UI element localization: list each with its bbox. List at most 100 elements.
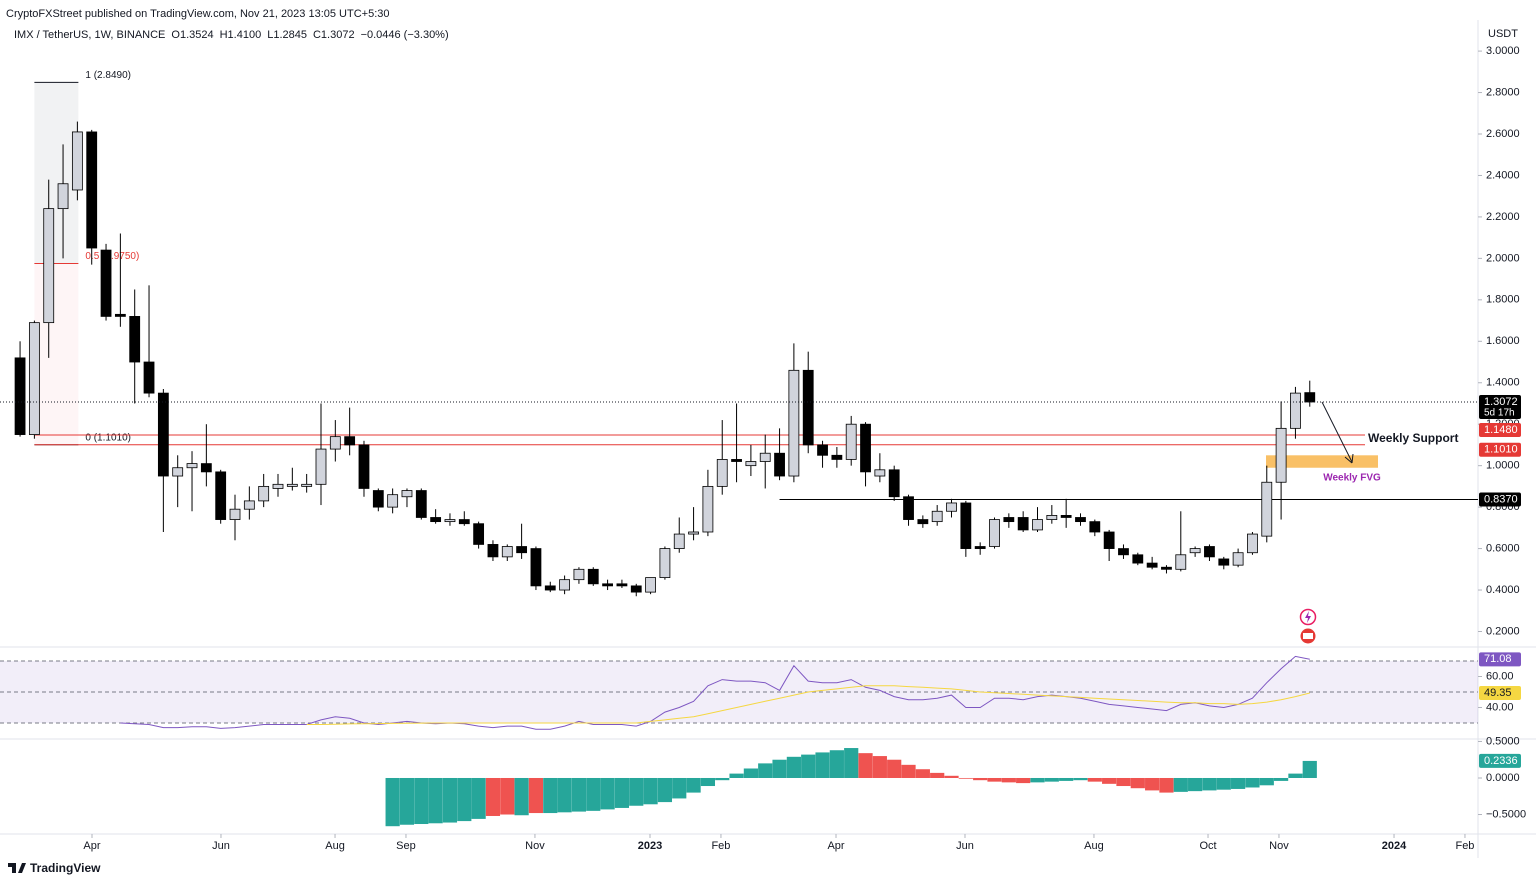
logo: TradingView (8, 861, 101, 875)
candle-body (888, 469, 900, 498)
low-value: L1.2845 (267, 29, 307, 41)
candle-body (129, 316, 141, 363)
histogram-bar (500, 777, 515, 815)
fib-label: 1 (2.8490) (85, 70, 131, 81)
histogram-bar (1259, 777, 1274, 786)
candle-body (1261, 481, 1273, 537)
histogram-bar (1159, 777, 1174, 793)
logo-text: TradingView (30, 861, 101, 875)
price-tag-label: 0.2336 (1484, 755, 1518, 767)
histogram-bar (801, 754, 816, 778)
histogram-bar (672, 777, 687, 799)
candle-body (315, 448, 327, 485)
fib-zone (34, 263, 79, 445)
publisher-line: CryptoFXStreet published on TradingView.… (6, 8, 390, 20)
candle-body (1103, 531, 1115, 549)
price-tag (1479, 442, 1521, 457)
histogram-bar (1059, 777, 1074, 781)
indicator-line (120, 655, 1310, 730)
histogram-bar (1130, 777, 1145, 789)
candle-body (1132, 554, 1144, 564)
y-tick-label: 1.4000 (1486, 377, 1520, 389)
candle-body (544, 585, 556, 591)
candle-body (602, 583, 613, 587)
candle-body (1161, 566, 1172, 570)
histogram-bar (715, 777, 730, 781)
candle-body (258, 485, 270, 502)
candle-body (831, 454, 843, 460)
high-value: H1.4100 (220, 29, 262, 41)
price-tag (1479, 686, 1521, 700)
candle-body (759, 452, 771, 462)
logo-mark (8, 863, 26, 873)
price-tag (1479, 394, 1521, 419)
candle-body (28, 322, 40, 435)
candle-body (802, 369, 814, 446)
candle-body (874, 469, 886, 477)
x-tick-label: Sep (396, 840, 416, 852)
candle-body (587, 568, 599, 585)
histogram-bar (930, 772, 945, 778)
candle-body (172, 467, 184, 477)
candle-body (215, 471, 227, 520)
histogram-bar (614, 777, 630, 808)
currency-label: USDT (1488, 28, 1518, 40)
y-tick-label: 0.6000 (1486, 542, 1520, 554)
candle-body (86, 131, 98, 249)
candle-body (1003, 517, 1015, 523)
histogram-bar (1044, 777, 1059, 782)
candle-body (745, 461, 757, 467)
histogram-bar (743, 768, 758, 778)
histogram-bar (1016, 777, 1031, 784)
histogram-bar (829, 750, 844, 778)
x-tick-label: Feb (711, 840, 730, 852)
histogram-bar (887, 759, 902, 778)
candle-body (143, 361, 155, 394)
histogram-bar (1288, 773, 1303, 778)
candle-body (1046, 515, 1058, 520)
candle-body (516, 546, 528, 554)
candle-body (372, 490, 384, 508)
price-tag-label: 1.1010 (1484, 444, 1518, 456)
candle-body (473, 523, 485, 545)
candle-body (57, 183, 69, 210)
histogram-bar (629, 777, 644, 806)
candle-body (286, 483, 298, 487)
candle-body (1204, 546, 1215, 558)
candle-body (616, 583, 628, 587)
candle-body (845, 423, 857, 460)
candle-body (731, 459, 742, 462)
x-tick-label: Aug (1084, 840, 1104, 852)
y-tick-label: −0.5000 (1486, 808, 1526, 820)
y-tick-label: 2.6000 (1486, 128, 1520, 140)
histogram-bar (1087, 777, 1102, 782)
candle-body (71, 131, 83, 191)
candle-body (272, 483, 284, 489)
candle-body (974, 546, 986, 549)
candle-body (946, 502, 957, 512)
y-tick-label: 2.2000 (1486, 211, 1520, 223)
histogram-bar (872, 756, 887, 778)
histogram-bar (786, 756, 801, 778)
histogram-bar (528, 777, 544, 814)
histogram-bar (958, 777, 973, 779)
histogram-bar (457, 777, 472, 822)
price-tag (1479, 753, 1521, 768)
histogram-bar (815, 752, 830, 778)
y-tick-label: 3.0000 (1486, 45, 1520, 57)
candle-body (1017, 517, 1029, 531)
earnings-icon-bolt (1305, 611, 1311, 623)
histogram-bar (1102, 777, 1117, 784)
candle-body (186, 463, 198, 469)
candle-body (243, 500, 255, 510)
price-tag-label: 0.8370 (1484, 493, 1518, 505)
candle-body (817, 444, 828, 456)
histogram-bar (514, 777, 529, 816)
x-tick-label: Apr (827, 840, 844, 852)
y-tick-label: 0.2000 (1486, 625, 1520, 637)
histogram-bar (485, 777, 501, 816)
candle-body (1247, 533, 1258, 554)
x-tick-label: Jun (212, 840, 230, 852)
